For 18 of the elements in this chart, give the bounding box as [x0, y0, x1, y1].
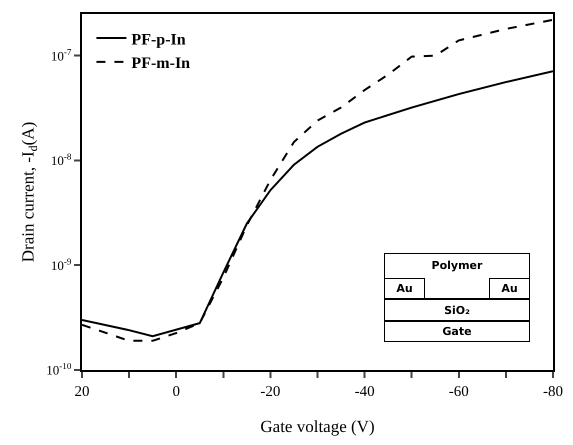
x-tick-label: -80: [543, 384, 563, 400]
legend-label: PF-m-In: [131, 55, 190, 72]
x-tick-label: 20: [74, 384, 90, 400]
annotation: Au: [501, 282, 518, 295]
y-tick-label: 10$^{-10}$: [46, 361, 72, 378]
x-tick-label: -60: [448, 384, 469, 400]
x-tick-label: 0: [172, 384, 180, 400]
x-tick-label: -40: [354, 384, 375, 400]
y-tick-label: 10$^{-8}$: [50, 152, 72, 168]
y-tick-label: 10$^{-9}$: [50, 256, 72, 273]
annotation: Gate: [442, 325, 472, 338]
y-tick-label: 10$^{-7}$: [50, 46, 72, 64]
annotation: SiO₂: [444, 304, 470, 316]
x-axis-title: Gate voltage (V): [260, 417, 375, 436]
legend-label: PF-p-In: [131, 31, 186, 48]
annotation: Polymer: [432, 259, 482, 272]
annotation: Au: [396, 282, 413, 295]
x-tick-label: -20: [260, 384, 280, 400]
